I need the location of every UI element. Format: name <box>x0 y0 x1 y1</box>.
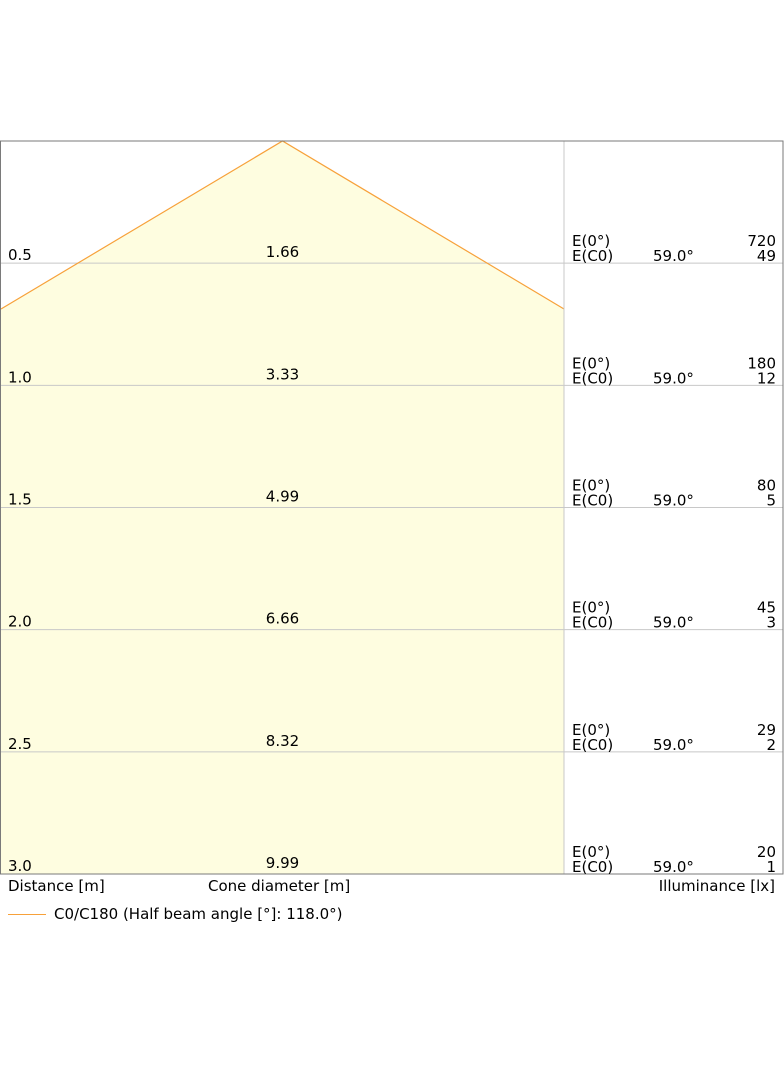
ec0-label: E(C0) <box>572 736 613 754</box>
ec0-label: E(C0) <box>572 858 613 876</box>
cone-diameter-label: 3.33 <box>266 365 299 383</box>
cone-diameter-label: 1.66 <box>266 243 299 261</box>
legend-label: C0/C180 (Half beam angle [°]: 118.0°) <box>54 905 343 923</box>
e0-value: 45 <box>757 599 776 617</box>
distance-label: 2.5 <box>8 735 32 753</box>
angle-label: 59.0° <box>653 492 694 510</box>
e0-value: 29 <box>757 721 776 739</box>
cone-diameter-label: 9.99 <box>266 854 299 872</box>
ec0-label: E(C0) <box>572 247 613 265</box>
e0-label: E(0°) <box>572 599 610 617</box>
ec0-value: 12 <box>757 369 776 387</box>
distance-label: 2.0 <box>8 613 32 631</box>
angle-label: 59.0° <box>653 369 694 387</box>
e0-label: E(0°) <box>572 843 610 861</box>
legend-swatch <box>8 913 46 915</box>
distance-label: 3.0 <box>8 857 32 875</box>
e0-label: E(0°) <box>572 721 610 739</box>
distance-label: 1.0 <box>8 368 32 386</box>
legend: C0/C180 (Half beam angle [°]: 118.0°) <box>8 904 343 924</box>
cone-diameter-label: 6.66 <box>266 610 299 628</box>
e0-value: 80 <box>757 477 776 495</box>
cone-diameter-label: 4.99 <box>266 488 299 506</box>
ec0-label: E(C0) <box>572 492 613 510</box>
ec0-label: E(C0) <box>572 369 613 387</box>
distance-label: 1.5 <box>8 491 32 509</box>
ec0-label: E(C0) <box>572 614 613 632</box>
illuminance-axis-label: Illuminance [lx] <box>658 877 775 895</box>
e0-label: E(0°) <box>572 232 610 250</box>
e0-label: E(0°) <box>572 477 610 495</box>
e0-value: 20 <box>757 843 776 861</box>
ec0-value: 1 <box>766 858 776 876</box>
e0-value: 180 <box>747 354 776 372</box>
ec0-value: 49 <box>757 247 776 265</box>
cone-diameter-axis-label: Cone diameter [m] <box>208 877 351 895</box>
chart-frame <box>0 140 784 875</box>
ec0-value: 3 <box>766 614 776 632</box>
cone-diameter-label: 8.32 <box>266 732 299 750</box>
e0-value: 720 <box>747 232 776 250</box>
distance-axis-label: Distance [m] <box>8 877 105 895</box>
e0-label: E(0°) <box>572 354 610 372</box>
distance-label: 0.5 <box>8 246 32 264</box>
ec0-value: 2 <box>766 736 776 754</box>
angle-label: 59.0° <box>653 858 694 876</box>
angle-label: 59.0° <box>653 614 694 632</box>
angle-label: 59.0° <box>653 736 694 754</box>
ec0-value: 5 <box>766 492 776 510</box>
angle-label: 59.0° <box>653 247 694 265</box>
